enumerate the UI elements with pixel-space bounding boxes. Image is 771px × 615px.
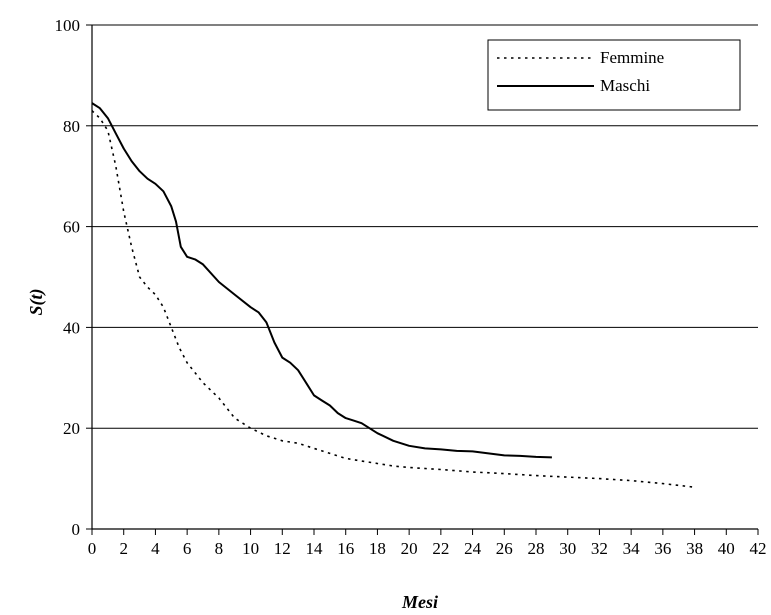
x-tick-label-8: 8: [215, 539, 224, 558]
series-line-maschi: [91, 102, 552, 459]
x-tick-label-14: 14: [306, 539, 324, 558]
x-tick-label-40: 40: [718, 539, 735, 558]
x-tick-label-4: 4: [151, 539, 160, 558]
x-tick-label-12: 12: [274, 539, 291, 558]
y-tick-labels: 0 20 40 60 80 100: [55, 16, 81, 539]
x-tick-label-22: 22: [432, 539, 449, 558]
x-tick-label-28: 28: [528, 539, 545, 558]
y-tick-label-40: 40: [63, 318, 80, 337]
y-tick-label-100: 100: [55, 16, 81, 35]
x-tick-label-30: 30: [559, 539, 576, 558]
x-tick-label-10: 10: [242, 539, 259, 558]
y-axis-title: S(t): [26, 289, 47, 316]
x-tick-label-26: 26: [496, 539, 513, 558]
x-tick-label-34: 34: [623, 539, 641, 558]
x-tick-label-42: 42: [750, 539, 767, 558]
x-tick-label-36: 36: [654, 539, 671, 558]
legend: Femmine Maschi: [487, 39, 741, 111]
x-tick-label-18: 18: [369, 539, 386, 558]
x-tick-label-20: 20: [401, 539, 418, 558]
y-tick-label-20: 20: [63, 419, 80, 438]
y-tick-label-0: 0: [72, 520, 81, 539]
x-tick-labels: 0 2 4 6 8 10 12 14 16 18 20 22 24 26 28 30 32 34 36 38 40 42: [88, 539, 767, 558]
x-tick-label-16: 16: [337, 539, 354, 558]
x-tick-label-24: 24: [464, 539, 482, 558]
series-line-femmine: [91, 110, 695, 488]
x-tick-label-2: 2: [119, 539, 128, 558]
legend-box: [487, 39, 741, 111]
x-tick-label-38: 38: [686, 539, 703, 558]
x-tick-label-0: 0: [88, 539, 97, 558]
legend-label-maschi: Maschi: [600, 76, 650, 95]
x-tick-label-6: 6: [183, 539, 192, 558]
x-tick-label-32: 32: [591, 539, 608, 558]
grid-lines: [92, 24, 758, 429]
y-tick-label-80: 80: [63, 117, 80, 136]
y-tick-label-60: 60: [63, 218, 80, 237]
x-axis-title: Mesi: [401, 592, 438, 612]
legend-label-femmine: Femmine: [600, 48, 664, 67]
axes: [86, 24, 759, 535]
series-lines: [91, 102, 695, 488]
